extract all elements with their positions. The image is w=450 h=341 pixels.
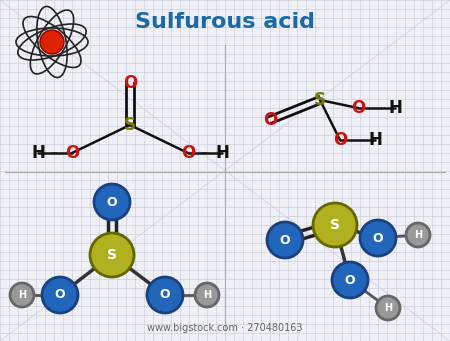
Ellipse shape bbox=[42, 277, 78, 313]
Text: O: O bbox=[351, 99, 365, 117]
Text: S: S bbox=[330, 218, 340, 232]
Ellipse shape bbox=[10, 283, 34, 307]
Ellipse shape bbox=[376, 296, 400, 320]
Text: H: H bbox=[18, 290, 26, 300]
Text: www.bigstock.com · 270480163: www.bigstock.com · 270480163 bbox=[147, 323, 303, 333]
Text: H: H bbox=[31, 144, 45, 162]
Text: O: O bbox=[345, 273, 356, 286]
Ellipse shape bbox=[332, 262, 368, 298]
Text: H: H bbox=[384, 303, 392, 313]
Text: O: O bbox=[373, 232, 383, 244]
Text: O: O bbox=[181, 144, 195, 162]
Ellipse shape bbox=[147, 277, 183, 313]
Text: O: O bbox=[160, 288, 170, 301]
Text: O: O bbox=[65, 144, 79, 162]
Text: H: H bbox=[414, 230, 422, 240]
Text: -: - bbox=[202, 144, 208, 163]
Text: O: O bbox=[123, 74, 137, 92]
Ellipse shape bbox=[313, 203, 357, 247]
Text: O: O bbox=[55, 288, 65, 301]
Text: -: - bbox=[51, 144, 59, 163]
Text: Sulfurous acid: Sulfurous acid bbox=[135, 12, 315, 32]
Text: O: O bbox=[263, 111, 277, 129]
Ellipse shape bbox=[406, 223, 430, 247]
Ellipse shape bbox=[267, 222, 303, 258]
Text: H: H bbox=[388, 99, 402, 117]
Text: O: O bbox=[333, 131, 347, 149]
Ellipse shape bbox=[90, 233, 134, 277]
Text: H: H bbox=[203, 290, 211, 300]
Text: H: H bbox=[215, 144, 229, 162]
Text: S: S bbox=[107, 248, 117, 262]
Ellipse shape bbox=[195, 283, 219, 307]
Ellipse shape bbox=[94, 184, 130, 220]
Text: O: O bbox=[280, 234, 290, 247]
Text: O: O bbox=[107, 195, 117, 208]
Text: S: S bbox=[124, 116, 136, 134]
Text: S: S bbox=[314, 91, 326, 109]
Circle shape bbox=[40, 30, 64, 54]
Text: H: H bbox=[368, 131, 382, 149]
Ellipse shape bbox=[360, 220, 396, 256]
